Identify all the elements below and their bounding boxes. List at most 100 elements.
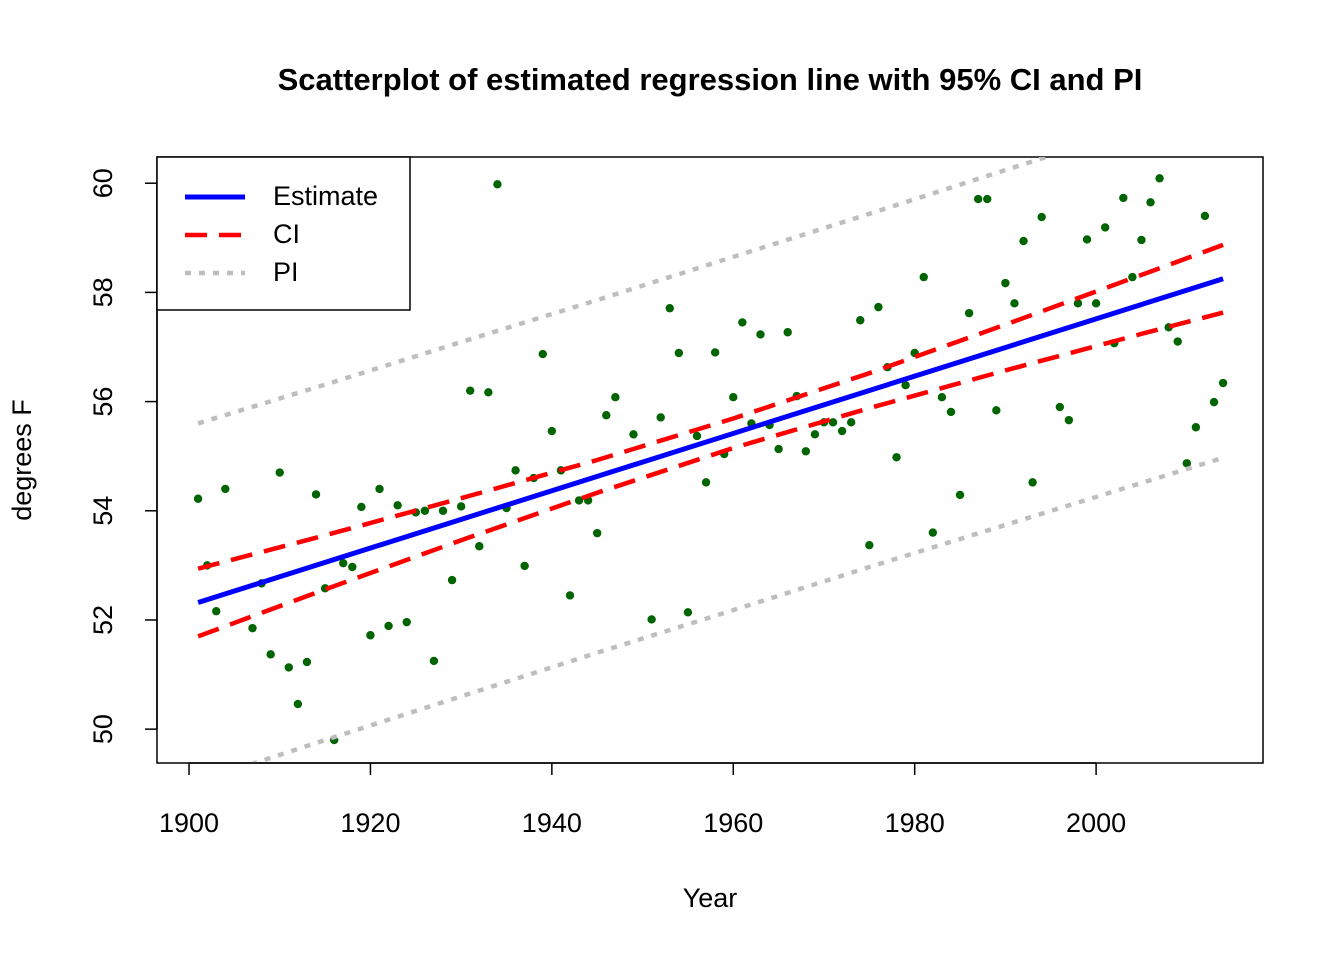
data-point xyxy=(1119,193,1128,203)
data-point xyxy=(574,496,584,505)
data-point xyxy=(801,447,811,456)
data-point xyxy=(339,558,348,568)
x-axis-title: Year xyxy=(683,883,738,913)
y-tick-label: 54 xyxy=(88,496,118,526)
data-point xyxy=(275,468,284,477)
data-point xyxy=(837,426,847,436)
data-point xyxy=(1019,236,1028,246)
plot-area xyxy=(193,157,1228,763)
data-point xyxy=(193,494,203,503)
data-point xyxy=(1146,198,1155,207)
data-point xyxy=(874,302,883,312)
x-tick-label: 2000 xyxy=(1066,808,1126,838)
data-point xyxy=(429,656,439,666)
data-point xyxy=(928,528,938,537)
data-point xyxy=(1064,415,1074,425)
legend-label: Estimate xyxy=(273,181,378,211)
data-point xyxy=(946,407,956,417)
data-point xyxy=(738,318,747,327)
data-point xyxy=(266,650,275,659)
series-line xyxy=(197,157,1054,426)
data-point xyxy=(1037,212,1046,222)
series-line xyxy=(197,310,1224,639)
data-point xyxy=(1010,299,1019,308)
data-point xyxy=(593,528,602,538)
series-line xyxy=(247,455,1224,763)
data-point xyxy=(466,386,475,395)
data-point xyxy=(783,328,792,337)
data-point xyxy=(393,501,402,510)
data-point xyxy=(375,484,384,494)
axes: 1900 1920 1940 1960 1980 2000 50 52 54 56 58 60 xyxy=(88,168,1126,838)
data-point xyxy=(547,426,557,436)
data-point xyxy=(973,194,983,204)
data-point xyxy=(1191,423,1201,432)
data-point xyxy=(420,506,430,515)
data-point xyxy=(1055,402,1065,412)
data-point xyxy=(729,393,738,402)
data-point xyxy=(1182,459,1192,468)
data-point xyxy=(366,631,375,640)
data-point xyxy=(565,591,575,600)
data-point xyxy=(212,607,221,616)
data-point xyxy=(701,478,711,487)
data-point xyxy=(311,490,321,499)
data-point xyxy=(1218,378,1228,388)
data-point xyxy=(538,349,547,359)
data-point xyxy=(284,663,293,672)
data-point xyxy=(1155,174,1164,183)
legend-label: PI xyxy=(273,257,299,287)
data-point xyxy=(892,453,901,462)
data-point xyxy=(384,621,393,631)
data-point xyxy=(865,540,874,550)
y-tick-label: 60 xyxy=(88,168,118,198)
data-point xyxy=(1028,478,1037,487)
data-point xyxy=(438,506,448,515)
data-point xyxy=(674,348,684,358)
data-point xyxy=(937,393,947,402)
legend-label: CI xyxy=(273,219,300,249)
data-point xyxy=(901,381,910,390)
data-point xyxy=(774,444,783,454)
data-point xyxy=(302,657,312,667)
data-point xyxy=(629,430,638,439)
data-point xyxy=(665,304,674,313)
data-point xyxy=(1091,299,1101,308)
data-point xyxy=(1137,235,1146,245)
legend: Estimate CI PI xyxy=(156,156,411,311)
data-point xyxy=(1200,211,1210,221)
data-point xyxy=(475,542,484,551)
data-point xyxy=(221,484,230,494)
data-point xyxy=(1173,337,1182,346)
data-point xyxy=(955,490,965,500)
data-point xyxy=(402,617,411,627)
y-tick-label: 50 xyxy=(88,714,118,744)
y-tick-label: 58 xyxy=(88,277,118,307)
data-point xyxy=(828,418,838,427)
y-tick-label: 52 xyxy=(88,605,118,635)
data-point xyxy=(1073,299,1083,308)
data-point xyxy=(647,615,656,624)
data-point xyxy=(919,272,928,282)
data-point xyxy=(248,623,257,633)
data-point xyxy=(810,430,820,439)
data-point xyxy=(447,575,457,585)
x-tick-label: 1980 xyxy=(885,808,945,838)
data-point xyxy=(710,348,720,357)
data-point xyxy=(357,502,366,512)
series-line xyxy=(197,276,1224,605)
x-tick-label: 1940 xyxy=(522,808,582,838)
data-point xyxy=(456,502,466,511)
data-point xyxy=(656,413,665,422)
data-point xyxy=(520,561,529,571)
data-point xyxy=(964,308,974,318)
data-point xyxy=(692,431,702,441)
data-point xyxy=(493,180,502,189)
x-tick-label: 1960 xyxy=(703,808,763,838)
data-point xyxy=(1100,223,1110,232)
data-point xyxy=(1082,235,1092,244)
data-point xyxy=(348,562,357,572)
series-line xyxy=(197,242,1224,571)
data-point xyxy=(992,406,1001,415)
